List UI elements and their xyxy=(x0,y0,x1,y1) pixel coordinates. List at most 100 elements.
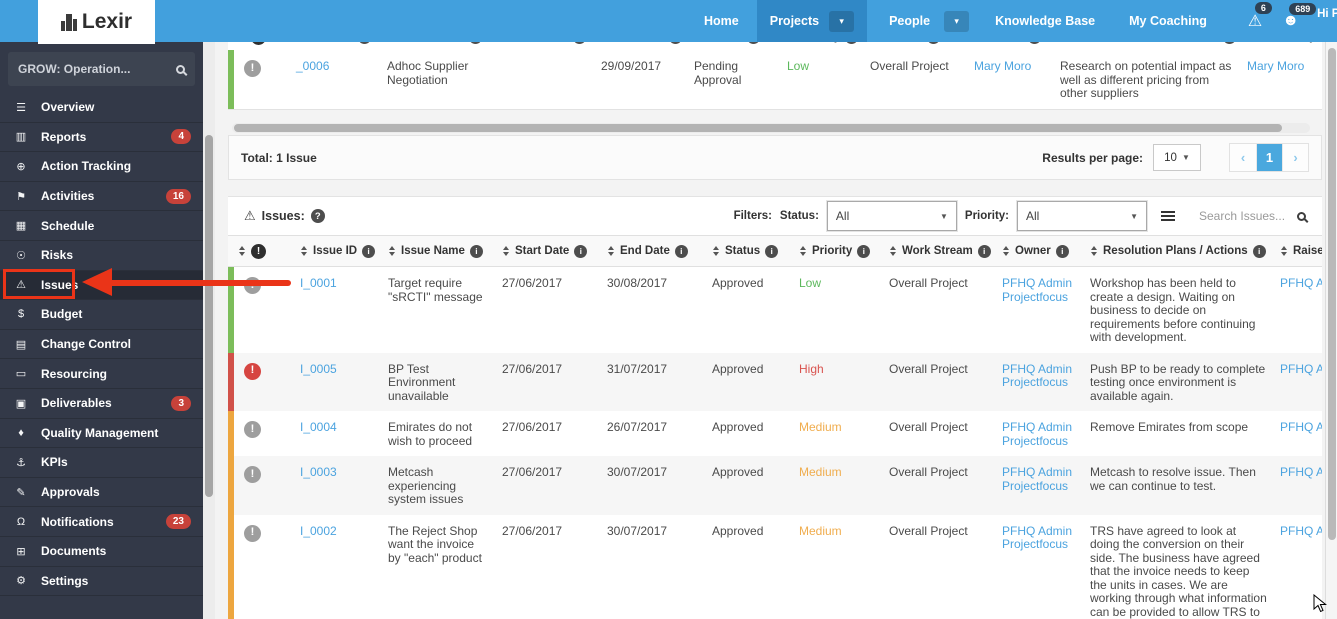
app-logo[interactable]: Lexir xyxy=(38,0,155,44)
column-header-severity[interactable]: ! xyxy=(228,42,296,45)
info-icon[interactable]: i xyxy=(573,42,587,44)
people-dropdown-caret-icon[interactable]: ▾ xyxy=(944,10,970,32)
raised-by-link[interactable]: PFHQ Admin Projectfocus xyxy=(1280,420,1322,434)
column-header-priority[interactable]: Priority i xyxy=(787,42,870,44)
sidebar-item-deliverables[interactable]: ▣ Deliverables 3 xyxy=(0,389,203,419)
column-header-stream[interactable]: Stream i xyxy=(870,42,974,44)
info-icon[interactable]: i xyxy=(574,244,588,258)
nav-home[interactable]: Home xyxy=(704,14,739,28)
nav-people[interactable]: People xyxy=(889,14,931,28)
project-search-box[interactable]: GROW: Operation... xyxy=(8,52,195,86)
issues-search-input[interactable] xyxy=(1199,209,1291,223)
issue-id-link[interactable]: I_0003 xyxy=(300,465,337,479)
sidebar-scrollbar-thumb[interactable] xyxy=(205,135,213,497)
raised-by-link[interactable]: PFHQ Admin Projectfocus xyxy=(1280,465,1322,479)
owner-link[interactable]: PFHQ Admin Projectfocus xyxy=(1002,276,1073,304)
column-header-issue-id[interactable]: Issue ID i xyxy=(300,244,388,258)
info-icon[interactable]: i xyxy=(674,244,688,258)
sidebar-item-settings[interactable]: ⚙ Settings xyxy=(0,567,203,597)
raised-by-link[interactable]: PFHQ Admin Projectfocus xyxy=(1280,361,1322,376)
owner-link[interactable]: PFHQ Admin Projectfocus xyxy=(1002,523,1073,551)
projects-dropdown-caret-icon[interactable]: ▾ xyxy=(829,10,855,32)
info-icon[interactable]: i xyxy=(1222,42,1236,44)
owner-link[interactable]: Mary Moro xyxy=(974,59,1032,73)
sidebar-item-quality-management[interactable]: ♦ Quality Management xyxy=(0,419,203,449)
info-icon[interactable]: i xyxy=(469,244,483,258)
column-header-end-date[interactable]: End Date i xyxy=(607,244,712,258)
page-vertical-scrollbar[interactable] xyxy=(1325,42,1337,619)
column-header-raised-by[interactable]: Raised Byi xyxy=(1280,245,1322,258)
sidebar-item-approvals[interactable]: ✎ Approvals xyxy=(0,478,203,508)
column-header-issue-name[interactable]: Issue Name i xyxy=(388,244,502,258)
column-header-resolution-plans-actions[interactable]: Resolution Plans / Actions i xyxy=(1090,244,1280,258)
owner-link[interactable]: PFHQ Admin Projectfocus xyxy=(1002,361,1073,389)
results-per-page-select[interactable]: 10 ▼ xyxy=(1153,144,1201,171)
column-header-resolution-plans-actions[interactable]: Resolution Plans / Actions i xyxy=(1060,42,1247,44)
column-header-issue-name[interactable]: Issue Name i xyxy=(387,42,501,44)
info-icon[interactable]: i xyxy=(747,42,761,44)
sidebar-item-action-tracking[interactable]: ⊕ Action Tracking xyxy=(0,152,203,182)
info-icon[interactable]: i xyxy=(668,42,682,44)
page-scrollbar-thumb[interactable] xyxy=(1328,48,1336,540)
column-header-raised-by[interactable]: Raised Byi xyxy=(1247,42,1322,44)
info-icon[interactable]: i xyxy=(1252,244,1266,258)
column-header-issue-id[interactable]: Issue ID i xyxy=(296,42,387,44)
nav-projects[interactable]: Projects ▾ xyxy=(756,0,868,42)
column-header-priority[interactable]: Priority i xyxy=(799,244,889,258)
sidebar-item-activities[interactable]: ⚑ Activities 16 xyxy=(0,182,203,212)
status-filter-select[interactable]: All ▼ xyxy=(825,200,958,232)
sidebar-item-issues[interactable]: ⚠ Issues xyxy=(0,270,203,301)
column-header-severity[interactable]: ! xyxy=(228,243,300,259)
sidebar-scrollbar[interactable] xyxy=(203,42,215,619)
alerts-icon[interactable]: ⚠ 6 xyxy=(1248,2,1272,31)
info-icon[interactable]: i xyxy=(1055,244,1069,258)
sidebar-item-documents[interactable]: ⊞ Documents xyxy=(0,537,203,567)
column-header-start-date[interactable]: Start Date i xyxy=(502,244,607,258)
owner-link[interactable]: PFHQ Admin Projectfocus xyxy=(1002,420,1073,448)
raised-by-link[interactable]: PFHQ Admin Projectfocus xyxy=(1280,523,1322,538)
next-page-button[interactable]: › xyxy=(1282,144,1308,171)
sidebar-item-risks[interactable]: ☉ Risks xyxy=(0,241,203,271)
search-icon[interactable] xyxy=(176,64,185,74)
help-icon[interactable]: ? xyxy=(310,209,325,223)
nav-my-coaching[interactable]: My Coaching xyxy=(1129,14,1207,28)
prev-page-button[interactable]: ‹ xyxy=(1230,144,1256,171)
top-scrollbar-thumb[interactable] xyxy=(234,124,1282,132)
sidebar-item-kpis[interactable]: ⚓ KPIs xyxy=(0,448,203,478)
sidebar-item-budget[interactable]: $ Budget xyxy=(0,300,203,330)
info-icon[interactable]: i xyxy=(977,244,991,258)
info-icon[interactable]: i xyxy=(845,42,859,44)
info-icon[interactable]: i xyxy=(857,244,871,258)
issue-id-link[interactable]: I_0005 xyxy=(300,361,337,376)
column-header-work-stream[interactable]: Work Stream i xyxy=(889,244,1002,258)
info-icon[interactable]: i xyxy=(362,244,376,258)
info-icon[interactable]: i xyxy=(1320,42,1322,44)
sidebar-item-overview[interactable]: ☰ Overview xyxy=(0,93,203,123)
raised-by-link[interactable]: Mary Moro xyxy=(1247,59,1305,73)
people-count-icon[interactable]: ☻ 689 xyxy=(1282,3,1317,30)
owner-link[interactable]: PFHQ Admin Projectfocus xyxy=(1002,465,1073,493)
search-icon[interactable] xyxy=(1297,211,1306,221)
issue-id-link[interactable]: I_0004 xyxy=(300,420,337,434)
sidebar-item-resourcing[interactable]: ▭ Resourcing xyxy=(0,359,203,389)
sidebar-item-reports[interactable]: ▥ Reports 4 xyxy=(0,123,203,153)
nav-knowledge-base[interactable]: Knowledge Base xyxy=(995,14,1096,28)
sidebar-item-schedule[interactable]: ▦ Schedule xyxy=(0,211,203,241)
info-icon[interactable]: i xyxy=(765,244,779,258)
column-header-end-date[interactable]: End Date i xyxy=(601,42,694,44)
page-1-button[interactable]: 1 xyxy=(1256,144,1282,171)
raised-by-link[interactable]: PFHQ Admin Projectfocus xyxy=(1280,276,1322,290)
info-icon[interactable]: i xyxy=(468,42,482,44)
priority-filter-select[interactable]: All ▼ xyxy=(1016,200,1148,232)
issue-id-link[interactable]: _0006 xyxy=(296,59,330,73)
info-icon[interactable]: i xyxy=(358,42,372,44)
info-icon[interactable]: i xyxy=(1027,42,1041,44)
info-icon[interactable]: i xyxy=(927,42,940,44)
sidebar-item-notifications[interactable]: Ω Notifications 23 xyxy=(0,507,203,537)
top-table-horizontal-scrollbar[interactable] xyxy=(232,123,1310,133)
column-header-start-date[interactable]: Start Date i xyxy=(501,42,601,44)
